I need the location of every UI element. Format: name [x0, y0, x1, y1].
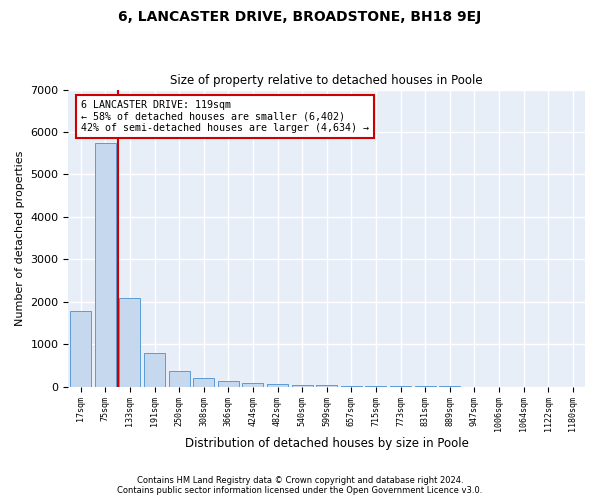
Bar [242, 384, 263, 386]
Bar [193, 378, 214, 386]
Text: 6, LANCASTER DRIVE, BROADSTONE, BH18 9EJ: 6, LANCASTER DRIVE, BROADSTONE, BH18 9EJ [118, 10, 482, 24]
Bar [267, 384, 288, 386]
Bar [119, 298, 140, 386]
Bar [95, 142, 116, 386]
Y-axis label: Number of detached properties: Number of detached properties [15, 150, 25, 326]
Bar [70, 311, 91, 386]
Bar [218, 381, 239, 386]
Bar [292, 385, 313, 386]
Bar [144, 353, 165, 386]
X-axis label: Distribution of detached houses by size in Poole: Distribution of detached houses by size … [185, 437, 469, 450]
Text: Contains HM Land Registry data © Crown copyright and database right 2024.
Contai: Contains HM Land Registry data © Crown c… [118, 476, 482, 495]
Bar [169, 371, 190, 386]
Title: Size of property relative to detached houses in Poole: Size of property relative to detached ho… [170, 74, 483, 87]
Text: 6 LANCASTER DRIVE: 119sqm
← 58% of detached houses are smaller (6,402)
42% of se: 6 LANCASTER DRIVE: 119sqm ← 58% of detac… [81, 100, 369, 134]
